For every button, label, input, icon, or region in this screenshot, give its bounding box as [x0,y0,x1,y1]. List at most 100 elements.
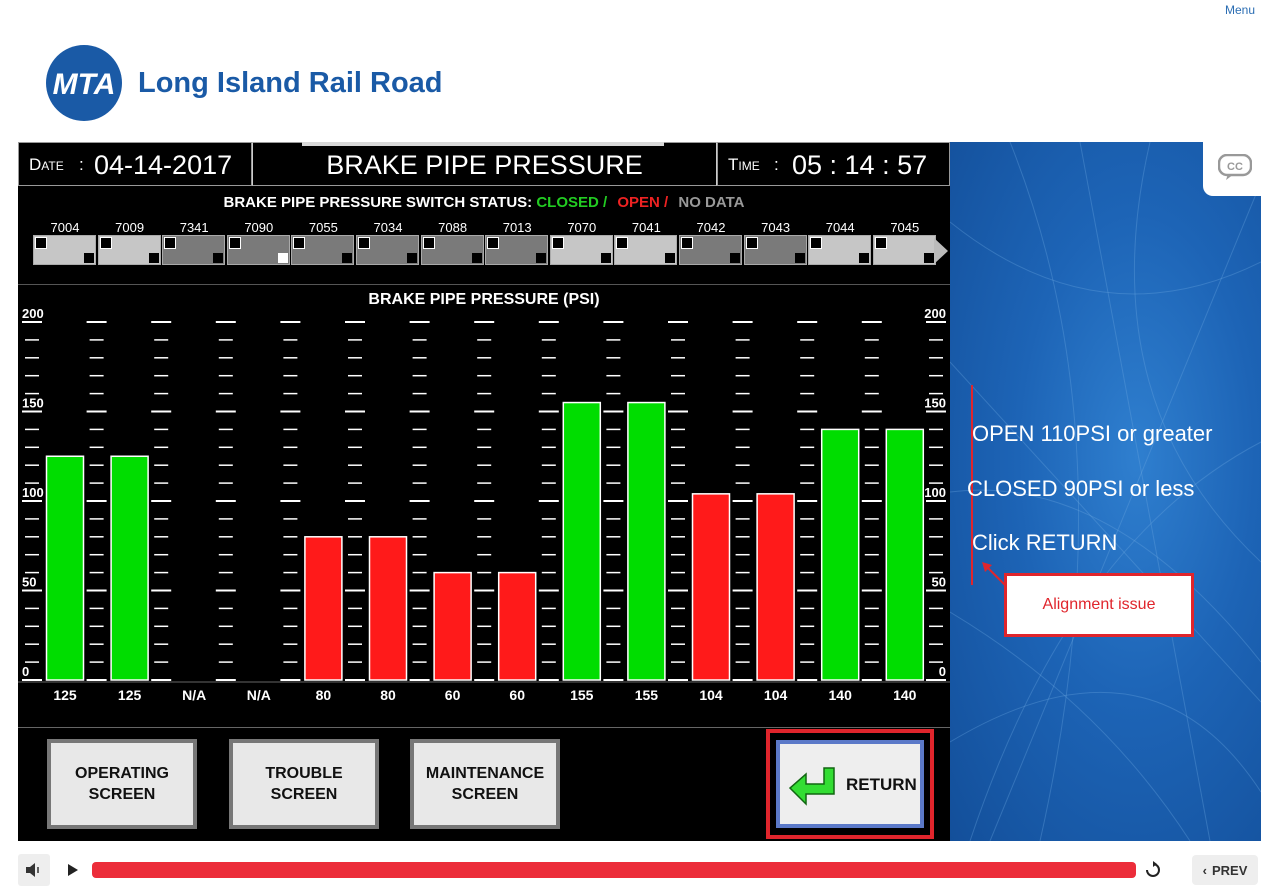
car-number-label: 7088 [438,220,468,235]
logo-text: MTA [53,68,116,101]
car-flag [923,253,934,263]
car-number-label: 7041 [631,220,661,235]
car-status-indicator [356,235,419,265]
car-flag [228,237,241,249]
car-number-label: 7045 [890,220,920,235]
bar-value-label: 80 [316,687,332,703]
bar-value-label: 60 [445,687,461,703]
car-flag [536,253,547,263]
car-status-indicator [162,235,226,265]
y-tick-label: 100 [924,485,946,500]
instruction-panel: CC [950,142,1261,841]
volume-button[interactable] [18,854,50,886]
bar-value-label: 155 [570,687,594,703]
closed-captions-button[interactable]: CC [1203,142,1261,196]
car-number-label: 7055 [308,220,338,235]
chart-title: BRAKE PIPE PRESSURE (PSI) [368,291,600,308]
menu-link[interactable]: Menu [1224,3,1255,17]
legend-open: OPEN / [617,194,669,211]
y-tick-label: 50 [932,575,946,590]
divider [18,284,950,285]
car-flag [551,237,564,249]
annotation-arrow-icon [982,562,1007,587]
pressure-bar [497,571,537,681]
divider [18,727,950,728]
car-number-label: 7341 [179,220,209,235]
train-arrow-icon [934,238,948,264]
car-status-indicator [549,235,613,265]
return-highlight [766,729,934,839]
car-flag [213,253,224,263]
pressure-bar [627,401,666,681]
bar-value-label: 125 [53,687,77,703]
car-flag [874,237,887,249]
pressure-bar [562,401,602,681]
bar-value-label: 104 [764,687,788,703]
car-flag [293,237,306,249]
y-tick-label: 50 [22,575,36,590]
volume-icon [26,863,39,877]
car-flag [99,237,112,249]
trouble-screen-label: TROUBLE SCREEN [265,765,343,803]
replay-icon[interactable] [1144,861,1162,879]
operating-screen-button[interactable]: OPERATING SCREEN [47,739,197,829]
car-flag [665,253,676,263]
player-controls: ‹ PREV [0,852,1279,890]
title-accent-bar [302,142,664,146]
alignment-marker-line [971,385,973,585]
car-flag [859,253,870,263]
chevron-left-icon: ‹ [1202,862,1207,878]
bar-value-label: N/A [247,687,271,703]
svg-text:CC: CC [1227,161,1243,173]
car-flag [358,237,370,249]
car-flag [35,237,47,249]
pressure-bar [820,428,860,681]
pressure-bar [885,428,925,681]
brand-name: Long Island Rail Road [138,67,443,99]
car-flag [810,237,823,249]
trouble-screen-button[interactable]: TROUBLE SCREEN [229,739,379,829]
progress-bar[interactable] [92,862,1136,878]
car-number-label: 7042 [696,220,726,235]
car-number-label: 7013 [502,220,532,235]
y-tick-label: 200 [924,306,946,321]
car-flag [84,253,94,263]
car-status-indicator [97,235,161,265]
y-tick-label: 100 [22,485,44,500]
bar-value-label: 125 [118,687,142,703]
date-value: 04-14-2017 [94,150,233,180]
screen-title: BRAKE PIPE PRESSURE [326,150,643,180]
bar-value-label: 140 [829,687,853,703]
car-flag [600,253,611,263]
y-tick-label: 0 [22,664,29,679]
car-flag [277,253,288,263]
train-display-panel: Date : 04-14-2017 BRAKE PIPE PRESSURE Ti… [18,142,950,841]
pressure-bar [45,455,85,681]
maintenance-screen-button[interactable]: MAINTENANCE SCREEN [410,739,560,829]
car-status-indicator [226,235,290,265]
car-status-indicator [291,235,355,265]
car-flag [730,253,740,263]
car-flag [794,253,805,263]
pressure-bar [304,536,343,681]
switch-status-heading: BRAKE PIPE PRESSURE SWITCH STATUS: [223,194,533,211]
play-icon[interactable] [66,862,80,878]
y-tick-label: 150 [22,396,44,411]
bar-value-label: 80 [380,687,396,703]
car-flag [422,237,435,249]
car-flag [164,237,177,249]
pressure-bar [433,571,472,681]
car-flag [471,253,482,263]
car-status-indicator [872,235,936,265]
background-lines [950,142,1261,841]
bar-value-label: N/A [182,687,206,703]
title-box: BRAKE PIPE PRESSURE [252,142,717,186]
return-button[interactable]: RETURN [776,740,924,828]
return-arrow-icon [788,767,835,806]
time-box: Time : 05 : 14 : 57 [717,142,950,186]
car-status-indicator [614,235,678,265]
y-tick-label: 150 [924,396,946,411]
maintenance-screen-label: MAINTENANCE SCREEN [425,765,545,803]
car-flag [148,253,159,263]
prev-button[interactable]: ‹ PREV [1192,855,1258,885]
